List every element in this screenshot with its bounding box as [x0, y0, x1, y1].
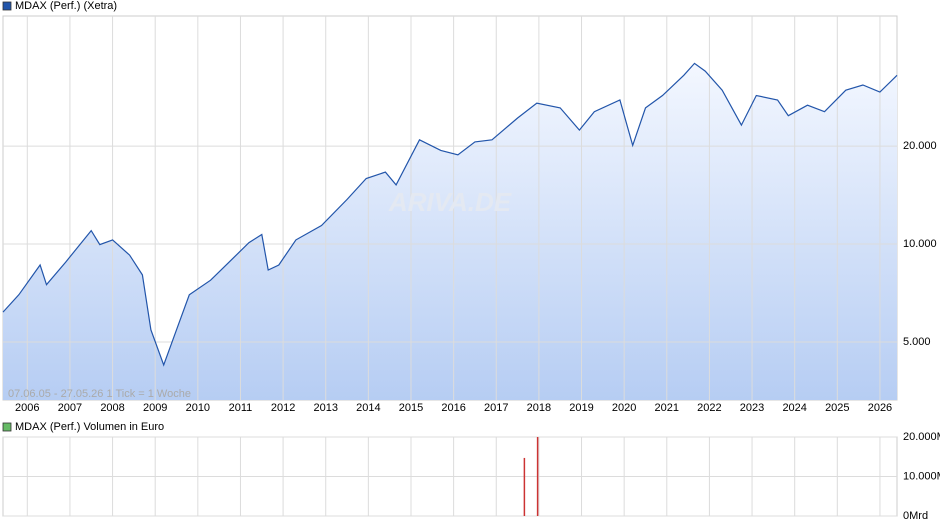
- legend-swatch: [2, 422, 12, 432]
- x-tick-label: 2020: [612, 402, 636, 414]
- x-tick-label: 2017: [484, 402, 508, 414]
- x-tick-label: 2012: [271, 402, 295, 414]
- y-tick-label: 5.000: [903, 336, 931, 348]
- x-tick-label: 2014: [356, 402, 380, 414]
- x-tick-label: 2024: [782, 402, 806, 414]
- x-tick-label: 2010: [186, 402, 210, 414]
- x-tick-label: 2021: [655, 402, 679, 414]
- price-line: [2, 62, 898, 367]
- x-tick-label: 2026: [868, 402, 892, 414]
- x-tick-label: 2015: [399, 402, 423, 414]
- area: [3, 63, 897, 401]
- x-tick-label: 2016: [441, 402, 465, 414]
- legend-label: MDAX (Perf.) Volumen in Euro: [15, 421, 164, 433]
- watermark: ARIVA.DE: [388, 187, 512, 217]
- legend-swatch: [2, 1, 12, 11]
- volume-bar: [523, 457, 526, 516]
- legend-label: MDAX (Perf.) (Xetra): [15, 0, 117, 12]
- footnote: 07.06.05 - 27.05.26 1 Tick = 1 Woche: [8, 388, 191, 400]
- x-tick-label: 2025: [825, 402, 849, 414]
- x-tick-label: 2022: [697, 402, 721, 414]
- x-tick-label: 2023: [740, 402, 764, 414]
- x-tick-label: 2011: [229, 402, 253, 414]
- x-tick-label: 2009: [143, 402, 167, 414]
- x-tick-label: 2008: [100, 402, 124, 414]
- x-tick-label: 2018: [527, 402, 551, 414]
- x-tick-label: 2013: [313, 402, 337, 414]
- volume-bar: [536, 437, 539, 516]
- x-tick-label: 2007: [58, 402, 82, 414]
- x-tick-label: 2006: [15, 402, 39, 414]
- y-tick-label: 20.000: [903, 140, 937, 152]
- y-tick-label: 0Mrd: [903, 510, 928, 522]
- y-tick-label: 10.000: [903, 238, 937, 250]
- x-tick-label: 2019: [569, 402, 593, 414]
